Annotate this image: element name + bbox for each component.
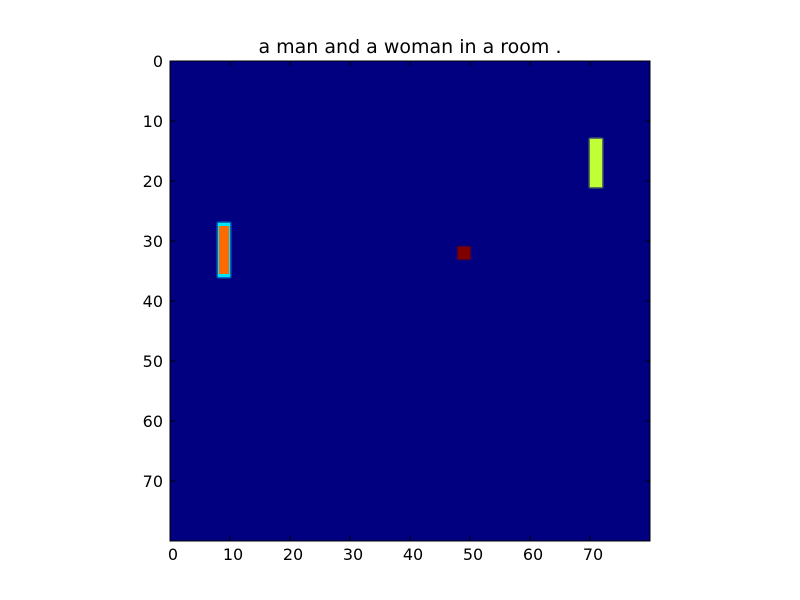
heatmap-background <box>170 61 650 541</box>
x-tick-label: 50 <box>463 545 483 564</box>
chart-title: a man and a woman in a room . <box>258 36 561 58</box>
x-tick-label: 40 <box>403 545 423 564</box>
plot-area <box>169 60 651 542</box>
x-tick-label: 30 <box>343 545 363 564</box>
heatmap-region-2 <box>591 142 601 184</box>
x-tick-label: 60 <box>523 545 543 564</box>
x-tick-label: 10 <box>223 545 243 564</box>
y-tick-label: 30 <box>143 232 163 251</box>
heatmap-region-1 <box>219 226 229 274</box>
x-tick-label: 20 <box>283 545 303 564</box>
x-tick-label: 0 <box>168 545 178 564</box>
heatmap-region-3 <box>459 248 469 258</box>
x-axis: 0 10 20 30 40 50 60 70 <box>168 61 603 564</box>
y-tick-label: 60 <box>143 412 163 431</box>
y-tick-label: 40 <box>143 292 163 311</box>
y-tick-label: 20 <box>143 172 163 191</box>
y-tick-label: 10 <box>143 112 163 131</box>
y-tick-label: 0 <box>153 52 163 71</box>
x-tick-label: 70 <box>583 545 603 564</box>
y-tick-label: 50 <box>143 352 163 371</box>
heatmap-regions <box>216 137 604 279</box>
y-axis: 0 10 20 30 40 50 60 70 <box>143 52 650 491</box>
y-tick-label: 70 <box>143 472 163 491</box>
